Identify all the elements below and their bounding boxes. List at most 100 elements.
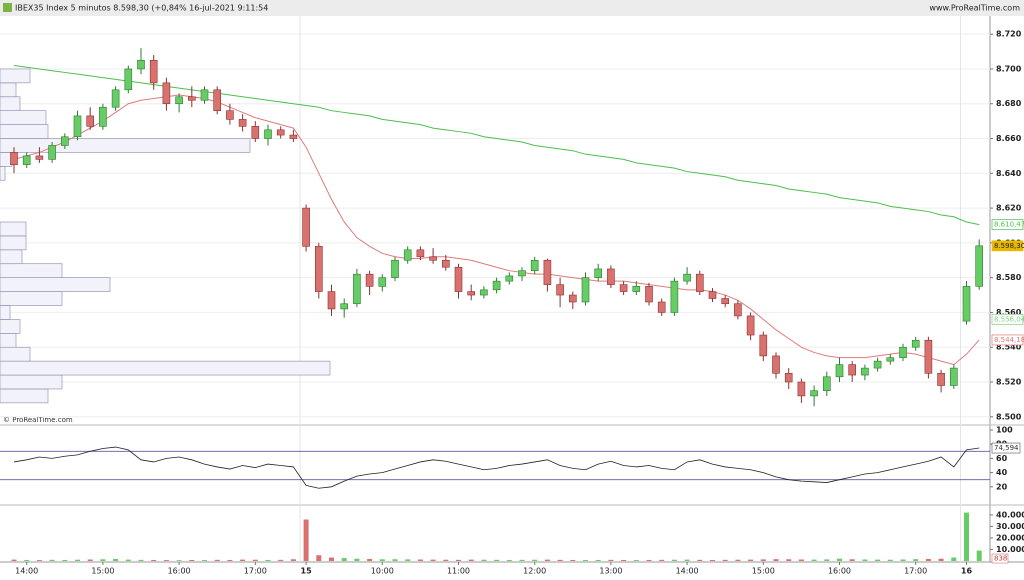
candle-body — [175, 96, 183, 105]
volume-profile-bar — [0, 221, 27, 237]
candle-body — [60, 136, 69, 146]
volume-bar — [138, 559, 144, 561]
volume-bar — [303, 519, 309, 561]
candle-body — [505, 275, 514, 282]
volume-bar — [773, 559, 779, 561]
volume-tick-label: 10.000 — [996, 545, 1024, 554]
volume-bar — [925, 558, 931, 561]
chart-title: IBEX35 Index 5 minutos 8.598,30 (+0,84% … — [15, 4, 268, 13]
y-tick-label: 8.620 — [996, 204, 1022, 213]
volume-bar — [113, 558, 119, 561]
candle-body — [467, 291, 476, 296]
volume-bar — [240, 559, 246, 561]
volume-bar — [621, 559, 627, 561]
x-tick-label: 12:00 — [523, 567, 546, 576]
volume-bar — [316, 555, 322, 561]
volume-bar — [265, 559, 271, 561]
volume-bar — [786, 559, 792, 561]
candle-body — [314, 246, 323, 292]
candle-body — [848, 364, 857, 376]
volume-profile-bar — [0, 166, 6, 181]
candle-body — [708, 291, 717, 299]
price-tag — [991, 313, 1024, 325]
moving-average — [13, 64, 980, 226]
x-tick-label: 14:00 — [676, 567, 699, 576]
volume-bar — [887, 559, 893, 561]
volume-bar — [481, 559, 487, 561]
volume-bar — [456, 559, 461, 561]
x-tick-label: 15:00 — [752, 567, 775, 576]
volume-tick-label: 30.000 — [996, 522, 1024, 531]
candle-body — [543, 259, 552, 285]
volume-bar — [798, 559, 804, 561]
candle-body — [10, 152, 18, 165]
candle-body — [683, 273, 691, 282]
candle-body — [391, 259, 399, 278]
candle-body — [721, 298, 730, 305]
volume-bar — [214, 559, 220, 561]
candle-body — [873, 360, 882, 369]
volume-profile-bar — [0, 110, 47, 125]
volume-bar — [544, 559, 550, 561]
candle-body — [822, 376, 831, 391]
candle-body — [899, 346, 907, 358]
x-tick-label: 10:00 — [371, 567, 394, 576]
volume-bar — [202, 560, 207, 561]
candle-body — [149, 59, 158, 84]
volume-bar — [278, 559, 284, 561]
x-tick-label: 15 — [301, 567, 313, 576]
volume-bar — [760, 559, 766, 561]
volume-bar — [900, 559, 906, 561]
y-tick-label: 8.700 — [996, 64, 1022, 73]
volume-bar — [595, 559, 601, 561]
candle-body — [302, 207, 310, 247]
volume-tag — [991, 553, 1009, 564]
candle-body — [835, 364, 844, 378]
candle-body — [645, 286, 653, 303]
x-tick-label: 11:00 — [447, 567, 470, 576]
y-tick-label: 8.720 — [996, 30, 1022, 39]
candle-body — [378, 277, 387, 287]
rsi-tick-label: 40 — [996, 468, 1008, 477]
candle-body — [365, 273, 374, 287]
header-icon — [3, 3, 12, 12]
volume-bar — [532, 559, 538, 561]
candle-body — [670, 280, 679, 313]
candle-body — [784, 373, 793, 383]
volume-bar — [468, 559, 474, 561]
volume-tick-label: 20.000 — [996, 533, 1024, 542]
price-tag-label: 8.610,47 — [994, 221, 1024, 229]
candle-body — [353, 273, 361, 305]
candle-body — [962, 286, 971, 322]
volume-profile-bar — [0, 277, 111, 292]
volume-bar — [875, 559, 881, 561]
y-tick-label: 8.540 — [996, 343, 1022, 352]
volume-bar — [659, 559, 665, 561]
candle-body — [35, 155, 44, 160]
candle-body — [480, 289, 488, 296]
candle-body — [619, 284, 628, 292]
candle-body — [276, 129, 285, 136]
header-bar — [0, 0, 1024, 16]
volume-profile-bar — [0, 68, 31, 84]
volume-bar — [367, 558, 373, 561]
volume-bar — [405, 559, 411, 561]
volume-bar — [443, 559, 449, 561]
volume-profile-bar — [0, 138, 251, 153]
x-tick-label: 16 — [961, 567, 973, 576]
volume-bar — [697, 559, 703, 561]
candle-body — [111, 89, 120, 108]
volume-bar — [417, 559, 423, 561]
volume-bar — [570, 559, 576, 561]
candle-body — [556, 284, 564, 296]
candle-body — [327, 291, 336, 310]
candle-body — [416, 249, 425, 258]
price-tag-label: 8.544,18 — [994, 336, 1024, 344]
x-tick-label: 15:00 — [91, 567, 114, 576]
candle-body — [975, 245, 984, 287]
candle-body — [772, 355, 780, 374]
volume-profile-bar — [0, 249, 23, 265]
candle-body — [568, 294, 577, 303]
volume-bar — [811, 559, 817, 561]
candle-body — [886, 357, 895, 362]
